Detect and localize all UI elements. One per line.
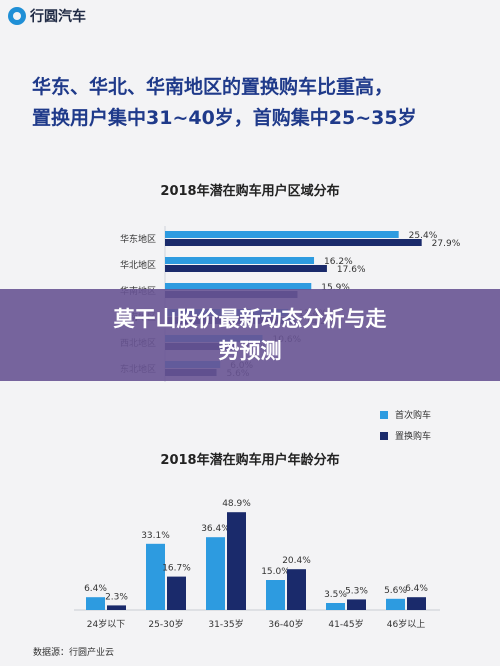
legend-first-purchase: 首次购车 — [380, 408, 431, 421]
legend-swatch-first — [380, 410, 388, 419]
region-category-label: 华东地区 — [120, 233, 156, 245]
age-category-label: 25-30岁 — [148, 618, 183, 630]
region-data-label: 27.9% — [432, 239, 461, 249]
region-data-label: 25.4% — [409, 231, 438, 241]
legend-replacement-purchase: 置换购车 — [380, 429, 431, 442]
age-data-label: 48.9% — [222, 499, 251, 509]
banner-title-line-2: 势预测 — [218, 339, 282, 363]
age-bar-first — [146, 543, 165, 610]
region-category-label: 华北地区 — [120, 259, 156, 271]
banner-title-line-1: 莫干山股价最新动态分析与走 — [113, 307, 387, 331]
age-chart: 6.4%2.3%24岁以下33.1%16.7%25-30岁36.4%48.9%3… — [74, 499, 440, 630]
region-bar-first — [165, 283, 312, 290]
age-bar-first — [206, 537, 225, 610]
age-data-label: 5.3% — [345, 586, 368, 596]
region-bar-first — [165, 231, 399, 238]
brand-logo-icon — [8, 7, 26, 25]
age-data-label: 2.3% — [105, 592, 128, 602]
legend-label-first: 首次购车 — [395, 411, 432, 421]
article-title-banner: 莫干山股价最新动态分析与走 势预测 — [0, 289, 500, 381]
region-chart-title: 2018年潜在购车用户区域分布 — [160, 184, 340, 199]
data-source-note: 数据源：行圆产业云 — [33, 648, 115, 658]
age-data-label: 6.4% — [84, 584, 107, 594]
age-bar-replace — [167, 576, 186, 610]
legend-label-replace: 置换购车 — [395, 432, 432, 442]
legend-swatch-replace — [380, 431, 388, 440]
age-data-label: 16.7% — [162, 564, 191, 574]
age-category-label: 31-35岁 — [208, 618, 243, 630]
age-category-label: 46岁以上 — [387, 618, 425, 630]
age-data-label: 3.5% — [324, 590, 347, 600]
headline-line-1: 华东、华北、华南地区的置换购车比重高， — [32, 76, 394, 98]
age-category-label: 41-45岁 — [328, 618, 363, 630]
brand-name: 行圆汽车 — [30, 9, 86, 25]
region-data-label: 17.6% — [337, 265, 366, 275]
age-data-label: 5.6% — [384, 586, 407, 596]
age-bar-replace — [407, 597, 426, 610]
age-category-label: 36-40岁 — [268, 618, 303, 630]
age-bar-replace — [287, 569, 306, 610]
age-data-label: 15.0% — [261, 567, 290, 577]
region-data-label: 15.9% — [321, 283, 350, 293]
headline-line-2: 置换用户集中31~40岁，首购集中25~35岁 — [32, 107, 417, 129]
age-bar-first — [326, 603, 345, 610]
region-bar-first — [165, 257, 315, 264]
age-data-label: 36.4% — [201, 524, 230, 534]
age-data-label: 6.4% — [405, 584, 428, 594]
region-data-label: 16.2% — [324, 257, 353, 267]
age-bar-replace — [107, 605, 126, 610]
age-bar-replace — [347, 599, 366, 610]
age-bar-first — [386, 598, 405, 610]
age-data-label: 33.1% — [141, 531, 170, 541]
age-bar-first — [266, 580, 285, 610]
age-data-label: 20.4% — [282, 556, 311, 566]
age-bar-first — [86, 597, 105, 610]
age-category-label: 24岁以下 — [87, 618, 125, 630]
region-bar-replace — [165, 265, 327, 272]
brand-logo-group: 行圆汽车 — [8, 4, 86, 28]
age-bar-replace — [227, 512, 246, 610]
age-chart-title: 2018年潜在购车用户年龄分布 — [160, 453, 340, 468]
region-bar-replace — [165, 239, 422, 246]
